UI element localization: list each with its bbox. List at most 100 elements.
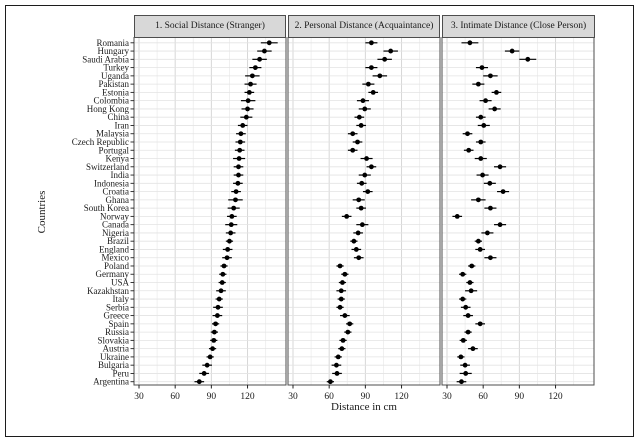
data-point: [459, 379, 464, 385]
data-point: [488, 255, 493, 261]
data-point: [492, 106, 498, 112]
x-tick-label: 30: [134, 392, 144, 402]
data-point: [362, 106, 368, 112]
data-point: [227, 238, 232, 244]
data-point: [334, 362, 339, 368]
data-point: [220, 271, 226, 277]
data-point: [231, 205, 237, 211]
data-point: [500, 189, 506, 194]
data-point: [488, 205, 493, 211]
x-tick-label: 120: [548, 392, 563, 402]
data-point: [327, 379, 333, 385]
country-label: Serbia: [106, 302, 129, 312]
data-point: [337, 304, 343, 310]
data-point: [355, 230, 361, 236]
data-point: [262, 48, 267, 54]
data-point: [359, 180, 365, 186]
data-point: [210, 346, 215, 352]
data-point: [344, 213, 350, 219]
x-tick-label: 30: [288, 392, 298, 402]
data-point: [355, 139, 360, 145]
data-point: [207, 354, 213, 360]
country-label: Kazakhstan: [87, 286, 129, 296]
data-point: [236, 164, 241, 170]
data-point: [342, 271, 348, 277]
data-point: [460, 271, 466, 277]
data-point: [477, 321, 483, 327]
country-label: Hong Kong: [87, 104, 130, 114]
data-point: [478, 156, 484, 161]
country-label: Norway: [100, 211, 129, 221]
data-point: [454, 213, 460, 219]
x-tick-label: 60: [170, 392, 180, 402]
data-point: [360, 98, 366, 104]
data-point: [219, 280, 225, 285]
data-point: [466, 147, 472, 153]
data-point: [228, 230, 234, 236]
x-tick-label: 120: [394, 392, 409, 402]
data-point: [362, 172, 368, 178]
data-point: [463, 371, 469, 376]
country-label: India: [111, 170, 130, 180]
country-label: Brazil: [107, 236, 129, 246]
country-label: Spain: [108, 319, 129, 329]
x-tick-label: 120: [240, 392, 255, 402]
data-point: [248, 81, 253, 87]
country-label: Switzerland: [86, 162, 129, 172]
data-point: [213, 321, 218, 327]
data-point: [368, 40, 374, 46]
panel-border: [287, 37, 441, 386]
data-point: [467, 40, 473, 46]
country-label: South Korea: [84, 203, 129, 213]
data-point: [525, 56, 531, 62]
data-point: [465, 329, 471, 335]
data-point: [377, 73, 383, 79]
country-label: Slovakia: [98, 335, 130, 345]
data-point: [460, 296, 466, 302]
data-point: [351, 238, 357, 244]
data-point: [236, 172, 241, 178]
country-label: Nigeria: [102, 228, 129, 238]
data-point: [201, 371, 207, 376]
data-point: [356, 114, 362, 120]
x-tick-label: 60: [324, 392, 334, 402]
country-label: Estonia: [102, 87, 129, 97]
country-label: Argentina: [93, 377, 129, 387]
data-point: [236, 156, 242, 161]
data-point: [334, 371, 340, 376]
data-point: [249, 73, 255, 79]
data-point: [337, 263, 343, 269]
data-point: [364, 156, 369, 161]
data-point: [211, 329, 217, 335]
country-label: Ukraine: [100, 352, 129, 362]
data-point: [488, 73, 493, 79]
country-label: Italy: [113, 294, 130, 304]
data-point: [338, 296, 344, 302]
country-label: Greece: [104, 311, 129, 321]
country-label: Turkey: [103, 63, 129, 73]
data-point: [485, 230, 490, 236]
data-point: [358, 205, 364, 211]
data-point: [228, 222, 234, 228]
country-label: Russia: [105, 327, 129, 337]
country-label: Pakistan: [99, 79, 130, 89]
data-point: [257, 56, 262, 62]
data-point: [388, 48, 394, 54]
data-point: [245, 98, 251, 104]
data-point: [463, 304, 469, 310]
data-point: [266, 40, 272, 46]
data-point: [497, 222, 503, 228]
country-label: Indonesia: [94, 178, 129, 188]
country-label: Malaysia: [96, 129, 129, 139]
country-label: Peru: [113, 368, 130, 378]
data-point: [497, 164, 503, 170]
data-point: [465, 131, 470, 137]
data-point: [338, 288, 344, 294]
data-point: [218, 288, 224, 294]
data-point: [196, 379, 202, 385]
country-label: Ghana: [106, 195, 130, 205]
data-point: [215, 304, 221, 310]
data-point: [467, 280, 473, 285]
data-point: [340, 280, 345, 285]
panel-border: [133, 37, 287, 386]
